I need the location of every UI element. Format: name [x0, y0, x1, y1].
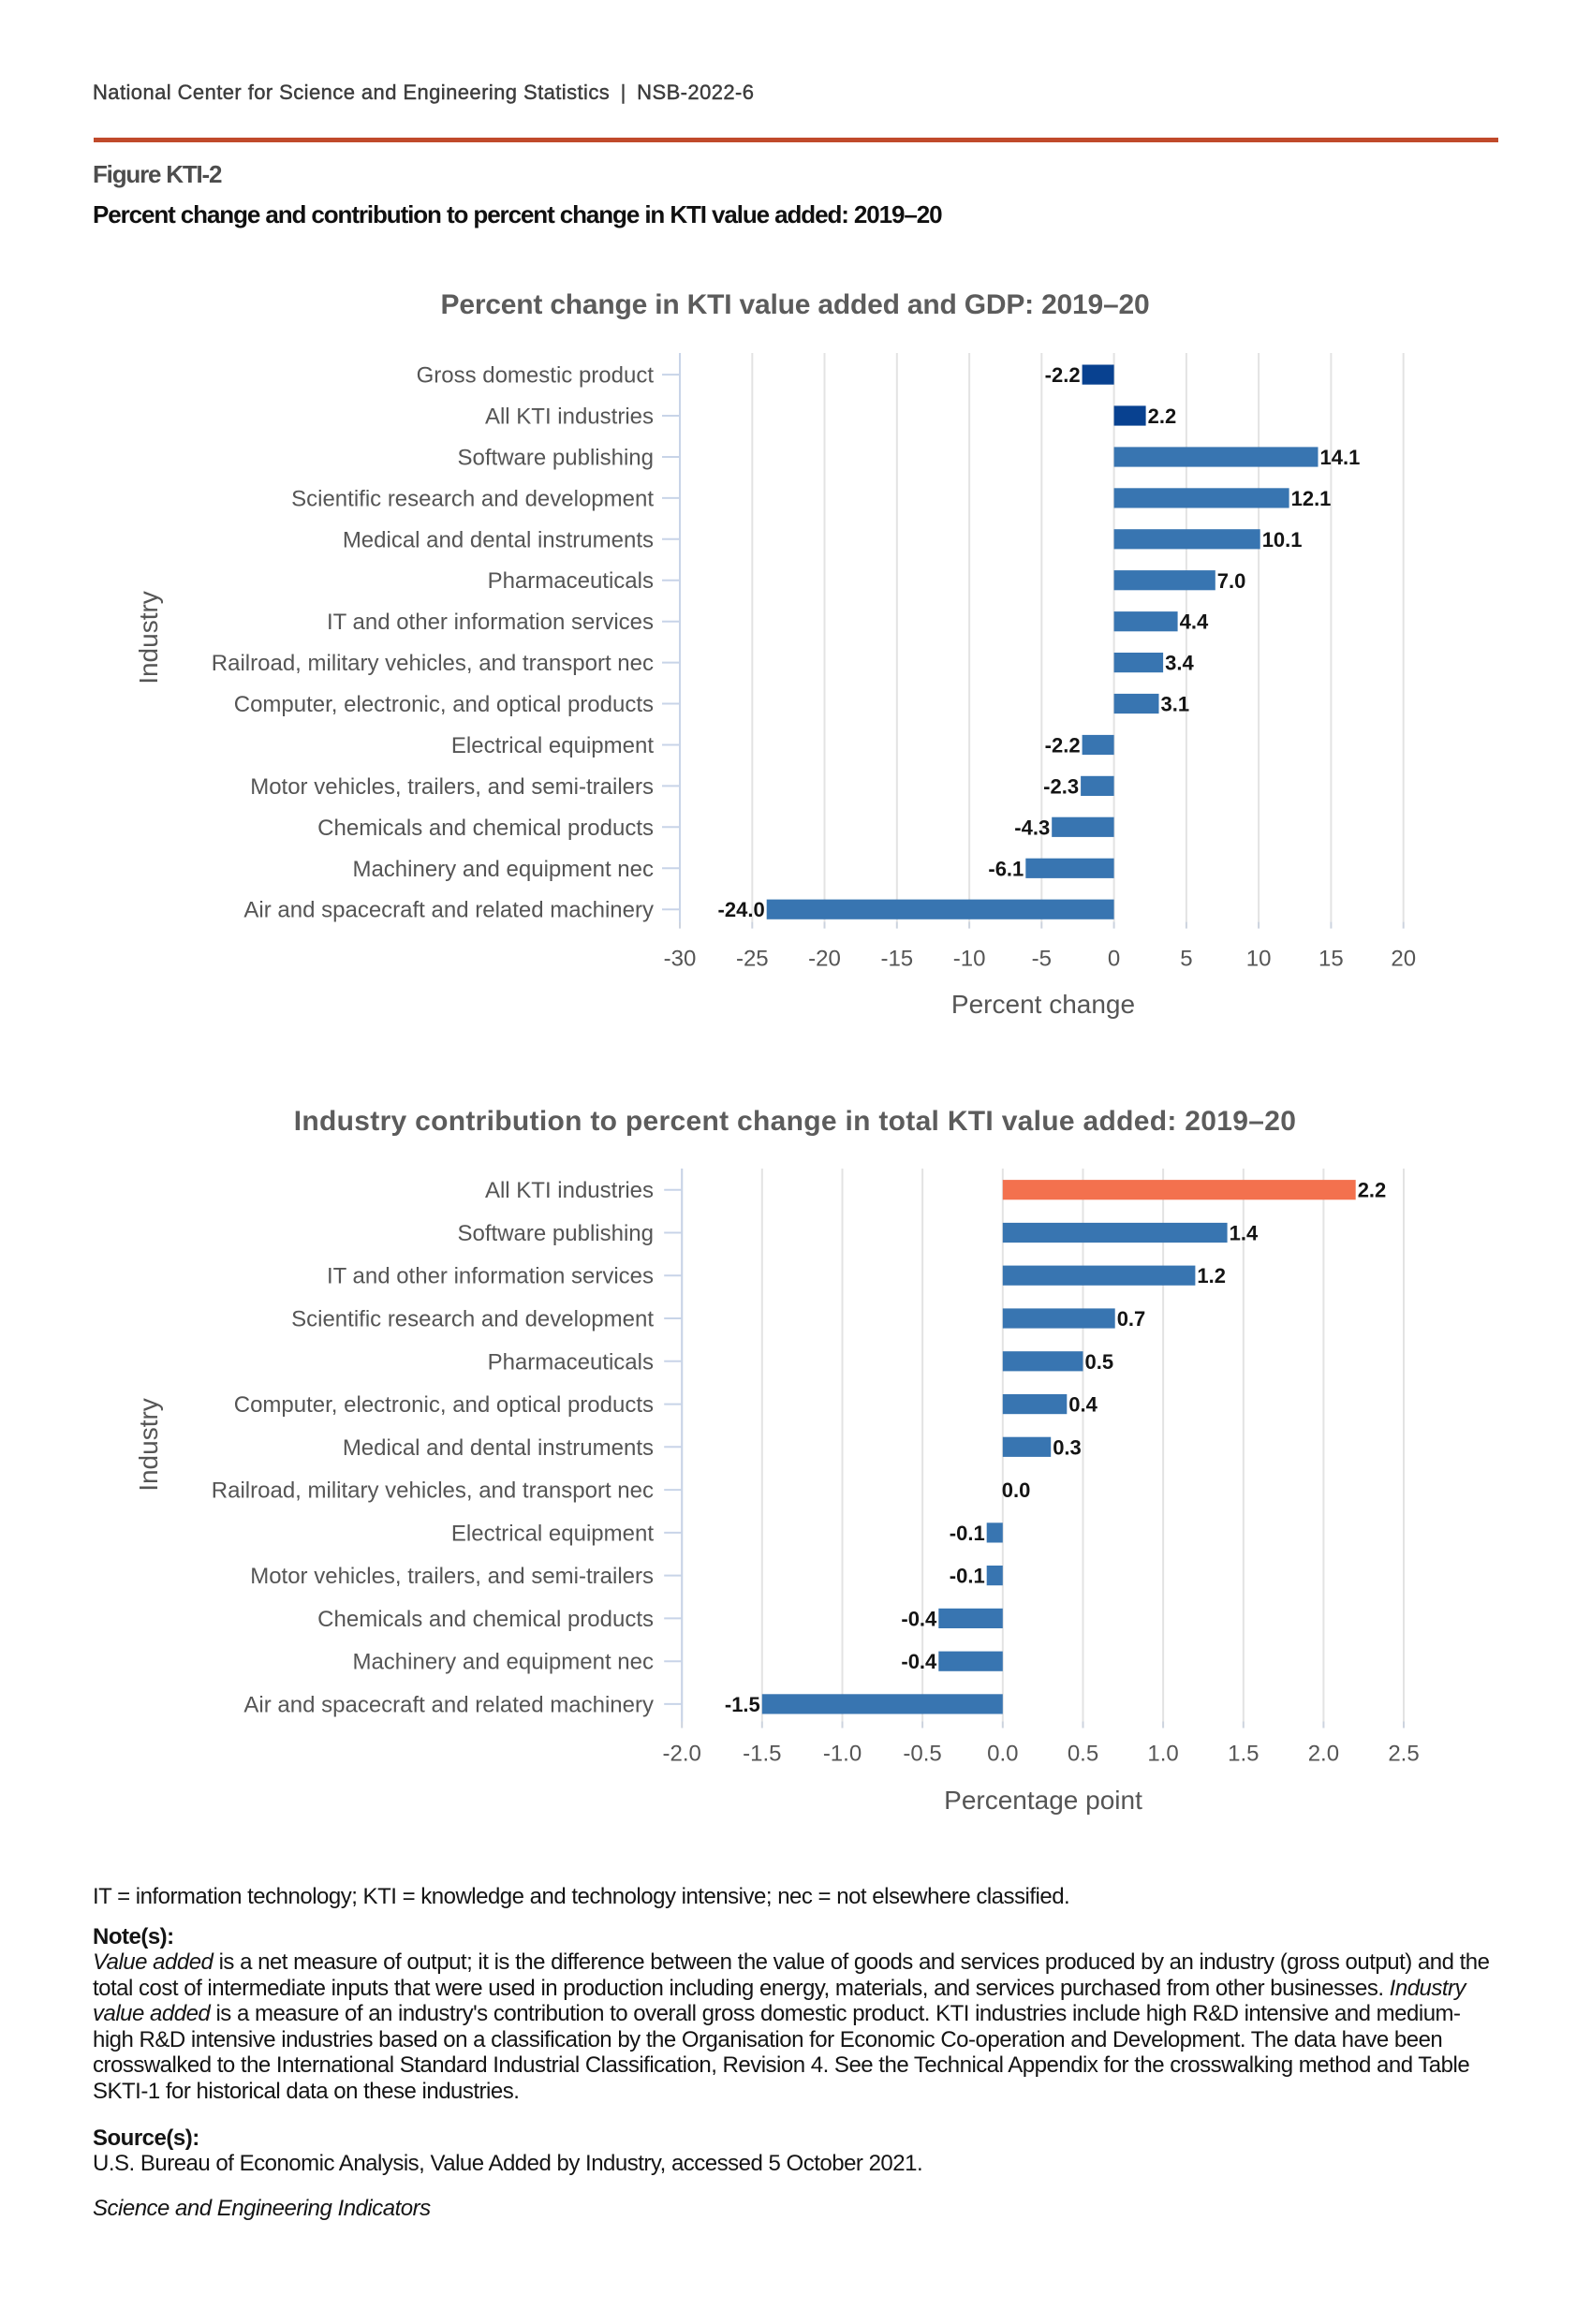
svg-text:2.2: 2.2: [1358, 1179, 1387, 1202]
svg-text:-25: -25: [736, 947, 769, 972]
svg-text:-24.0: -24.0: [718, 898, 765, 921]
svg-text:-0.4: -0.4: [901, 1607, 937, 1630]
svg-text:14.1: 14.1: [1320, 446, 1361, 469]
svg-text:-2.0: -2.0: [663, 1742, 701, 1767]
svg-text:-20: -20: [808, 947, 841, 972]
svg-text:Electrical equipment: Electrical equipment: [451, 733, 654, 758]
svg-text:15: 15: [1318, 947, 1344, 972]
svg-text:Computer, electronic, and opti: Computer, electronic, and optical produc…: [234, 692, 654, 717]
svg-text:Industry: Industry: [134, 591, 163, 684]
svg-text:Motor vehicles, trailers, and: Motor vehicles, trailers, and semi-trail…: [250, 774, 654, 800]
svg-text:Chemicals and chemical product: Chemicals and chemical products: [317, 816, 654, 841]
svg-text:5: 5: [1180, 947, 1192, 972]
svg-text:-2.2: -2.2: [1045, 363, 1081, 387]
svg-text:Medical and dental instruments: Medical and dental instruments: [343, 527, 654, 552]
svg-text:All KTI industries: All KTI industries: [485, 1178, 654, 1203]
svg-text:Machinery and equipment nec: Machinery and equipment nec: [352, 1650, 654, 1675]
svg-text:Software publishing: Software publishing: [458, 446, 654, 471]
svg-text:-1.5: -1.5: [725, 1693, 760, 1716]
svg-text:20: 20: [1391, 947, 1416, 972]
svg-text:1.2: 1.2: [1197, 1264, 1226, 1287]
svg-text:0.0: 0.0: [1002, 1478, 1031, 1502]
svg-text:1.4: 1.4: [1230, 1222, 1259, 1245]
svg-text:Machinery and equipment nec: Machinery and equipment nec: [352, 857, 654, 882]
svg-text:0.3: 0.3: [1053, 1435, 1082, 1459]
svg-text:-0.5: -0.5: [903, 1742, 941, 1767]
svg-text:Industry: Industry: [134, 1398, 163, 1492]
svg-text:Railroad, military vehicles, a: Railroad, military vehicles, and transpo…: [212, 1478, 654, 1504]
svg-text:Chemicals and chemical product: Chemicals and chemical products: [317, 1607, 654, 1632]
svg-text:Pharmaceuticals: Pharmaceuticals: [488, 568, 654, 594]
svg-text:-10: -10: [953, 947, 986, 972]
svg-text:Gross domestic product: Gross domestic product: [417, 363, 655, 389]
svg-text:Motor vehicles, trailers, and: Motor vehicles, trailers, and semi-trail…: [250, 1564, 654, 1589]
svg-text:-1.0: -1.0: [823, 1742, 862, 1767]
svg-text:Percent change: Percent change: [951, 990, 1135, 1019]
svg-text:Software publishing: Software publishing: [458, 1221, 654, 1246]
svg-text:Computer, electronic, and opti: Computer, electronic, and optical produc…: [234, 1392, 654, 1418]
svg-text:0: 0: [1108, 947, 1120, 972]
svg-text:Percent change in KTI value ad: Percent change in KTI value added and GD…: [441, 289, 1150, 320]
svg-text:3.1: 3.1: [1161, 693, 1190, 716]
svg-text:-0.1: -0.1: [950, 1565, 985, 1588]
svg-text:0.5: 0.5: [1085, 1350, 1114, 1374]
svg-text:-30: -30: [664, 947, 697, 972]
svg-text:0.5: 0.5: [1068, 1742, 1098, 1767]
svg-text:Scientific research and develo: Scientific research and development: [291, 486, 654, 511]
svg-text:12.1: 12.1: [1291, 487, 1332, 510]
svg-text:10: 10: [1246, 947, 1272, 972]
svg-text:IT and other information servi: IT and other information services: [327, 610, 654, 635]
svg-text:-2.3: -2.3: [1043, 774, 1079, 798]
svg-text:Electrical equipment: Electrical equipment: [451, 1521, 654, 1546]
svg-text:Medical and dental instruments: Medical and dental instruments: [343, 1435, 654, 1461]
svg-text:7.0: 7.0: [1217, 569, 1246, 593]
svg-text:All KTI industries: All KTI industries: [485, 404, 654, 430]
svg-text:0.0: 0.0: [987, 1742, 1018, 1767]
svg-text:IT and other information servi: IT and other information services: [327, 1264, 654, 1289]
svg-text:-2.2: -2.2: [1045, 734, 1081, 758]
svg-text:-15: -15: [880, 947, 913, 972]
svg-text:4.4: 4.4: [1180, 610, 1209, 634]
svg-text:-6.1: -6.1: [988, 857, 1024, 880]
svg-text:-0.4: -0.4: [901, 1650, 937, 1673]
svg-text:0.7: 0.7: [1117, 1307, 1146, 1331]
svg-text:3.4: 3.4: [1165, 652, 1194, 675]
svg-text:Railroad, military vehicles, a: Railroad, military vehicles, and transpo…: [212, 651, 654, 676]
svg-text:0.4: 0.4: [1068, 1393, 1097, 1417]
svg-text:10.1: 10.1: [1262, 528, 1303, 552]
svg-text:2.0: 2.0: [1308, 1742, 1339, 1767]
svg-text:2.5: 2.5: [1388, 1742, 1419, 1767]
svg-text:-0.1: -0.1: [950, 1522, 985, 1545]
svg-text:Percentage point: Percentage point: [944, 1786, 1142, 1815]
svg-text:Air and spacecraft and related: Air and spacecraft and related machinery: [243, 898, 654, 923]
svg-text:-1.5: -1.5: [743, 1742, 781, 1767]
svg-text:-5: -5: [1032, 947, 1052, 972]
svg-text:Scientific research and develo: Scientific research and development: [291, 1307, 654, 1332]
svg-text:1.0: 1.0: [1147, 1742, 1178, 1767]
svg-text:Pharmaceuticals: Pharmaceuticals: [488, 1349, 654, 1375]
svg-text:Air and spacecraft and related: Air and spacecraft and related machinery: [243, 1692, 654, 1717]
svg-text:-4.3: -4.3: [1014, 816, 1050, 839]
svg-text:2.2: 2.2: [1148, 404, 1177, 428]
svg-text:1.5: 1.5: [1228, 1742, 1259, 1767]
svg-text:Industry contribution to perce: Industry contribution to percent change …: [294, 1106, 1296, 1137]
